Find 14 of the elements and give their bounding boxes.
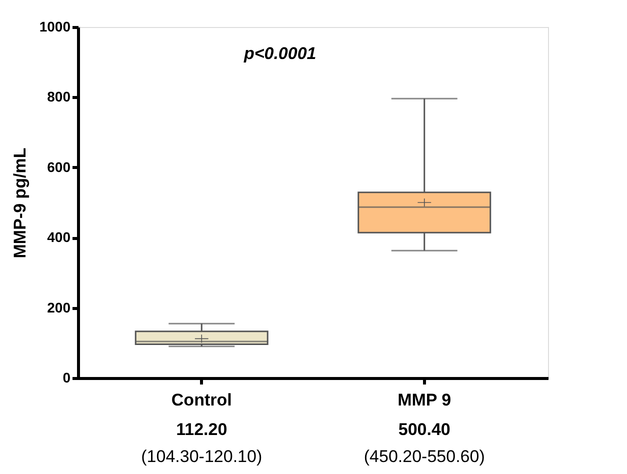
annotation: p<0.0001 [242,44,316,63]
y-tick-label: 400 [47,229,71,246]
y-tick-label: 0 [62,370,71,386]
text: 500.40 [398,420,450,439]
text: (104.30-120.10) [141,447,262,466]
y-tick-label: 1000 [39,18,71,34]
y-tick-label: 200 [47,299,71,316]
text: 112.20 [176,420,228,439]
y-tick-label: 800 [47,88,71,105]
text: (450.20-550.60) [364,447,485,466]
y-axis-title: MMP-9 pg/mL [10,148,30,258]
y-tick-label: 600 [47,158,71,175]
x-tick-label: MMP 9 [398,390,452,410]
x-tick-label: Control [171,390,232,410]
